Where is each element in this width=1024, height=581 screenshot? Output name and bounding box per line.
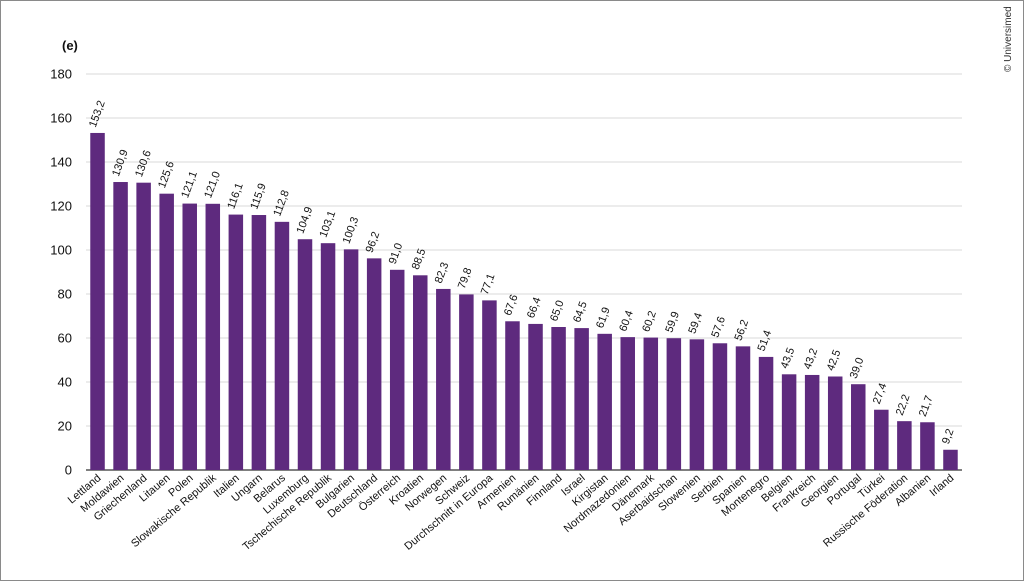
value-label: 21,7 xyxy=(917,394,936,418)
value-label: 100,3 xyxy=(341,215,362,245)
value-label: 66,4 xyxy=(525,296,544,320)
bar xyxy=(827,376,843,470)
bar xyxy=(943,449,958,470)
y-tick-label: 0 xyxy=(65,463,72,478)
bar xyxy=(851,384,866,470)
bar xyxy=(643,337,659,470)
value-label: 88,5 xyxy=(410,247,429,271)
bar xyxy=(597,333,612,470)
value-label: 64,5 xyxy=(571,300,590,324)
y-tick-label: 80 xyxy=(58,287,72,302)
category-label: Irland xyxy=(928,472,957,499)
y-axis-ticks: 0 20 40 60 80 100 120 140 160 180 xyxy=(50,67,72,478)
bar xyxy=(251,215,267,470)
bar xyxy=(228,214,244,470)
bar xyxy=(182,203,197,470)
value-label: 96,2 xyxy=(364,230,383,254)
bar xyxy=(735,346,751,470)
category-labels: LettlandMoldawienGriechenlandLitauenPole… xyxy=(66,472,957,554)
bar xyxy=(320,243,336,470)
bars xyxy=(90,132,958,471)
value-label: 121,1 xyxy=(179,170,200,200)
y-tick-label: 60 xyxy=(58,331,72,346)
bar xyxy=(297,239,313,470)
y-tick-label: 140 xyxy=(50,155,72,170)
bar xyxy=(366,258,382,470)
value-label: 39,0 xyxy=(848,356,867,380)
bar xyxy=(90,132,105,470)
value-label: 153,2 xyxy=(87,99,108,129)
value-label: 91,0 xyxy=(387,242,406,266)
bar xyxy=(205,203,221,471)
bar xyxy=(113,182,128,470)
y-tick-label: 20 xyxy=(58,419,72,434)
value-label: 43,2 xyxy=(802,347,821,371)
panel-label: (e) xyxy=(62,38,78,53)
bar xyxy=(574,328,589,470)
bar xyxy=(482,300,497,470)
bar xyxy=(551,327,566,470)
bar xyxy=(136,182,151,470)
bar xyxy=(159,193,174,470)
bar xyxy=(528,323,543,470)
value-label: 112,8 xyxy=(271,189,291,218)
value-label: 130,6 xyxy=(133,149,154,179)
value-label: 60,4 xyxy=(617,309,636,333)
y-tick-label: 40 xyxy=(58,375,72,390)
value-label: 22,2 xyxy=(894,393,913,417)
bar xyxy=(804,374,820,470)
bar xyxy=(389,269,405,470)
value-label: 61,9 xyxy=(594,306,613,330)
bar xyxy=(620,337,635,470)
value-label: 9,2 xyxy=(940,427,957,445)
y-tick-label: 100 xyxy=(50,243,72,258)
bar xyxy=(413,275,428,470)
bar xyxy=(689,339,705,470)
bar xyxy=(874,409,889,470)
y-tick-label: 160 xyxy=(50,111,72,126)
y-tick-label: 180 xyxy=(50,67,72,82)
value-label: 56,2 xyxy=(733,318,752,342)
value-label: 130,9 xyxy=(110,148,131,178)
value-label: 42,5 xyxy=(825,348,844,372)
value-label: 77,1 xyxy=(479,272,498,296)
bar xyxy=(712,343,728,470)
value-label: 103,1 xyxy=(318,209,339,239)
value-label: 60,2 xyxy=(640,309,659,333)
value-label: 43,5 xyxy=(779,346,798,370)
value-label: 67,6 xyxy=(502,293,521,317)
value-label: 27,4 xyxy=(871,382,890,406)
value-label: 104,9 xyxy=(295,205,316,235)
bar xyxy=(920,422,935,470)
bar xyxy=(758,356,774,470)
value-label: 59,4 xyxy=(686,311,705,335)
value-label: 121,0 xyxy=(202,170,223,200)
bar xyxy=(459,294,474,470)
value-label: 59,9 xyxy=(663,310,682,334)
bar xyxy=(897,421,912,470)
bar xyxy=(274,221,290,470)
bar xyxy=(343,249,359,470)
value-label: 82,3 xyxy=(433,261,452,285)
value-label: 57,6 xyxy=(709,315,728,339)
y-tick-label: 120 xyxy=(50,199,72,214)
value-label: 79,8 xyxy=(456,266,475,290)
bar xyxy=(781,374,797,470)
value-label: 115,9 xyxy=(248,182,268,211)
bar xyxy=(505,321,520,470)
value-label: 125,6 xyxy=(156,160,177,190)
bar xyxy=(666,338,682,470)
value-label: 51,4 xyxy=(756,329,775,353)
value-label: 65,0 xyxy=(548,299,567,323)
bar xyxy=(436,288,451,470)
credit-text: © Universimed xyxy=(1003,6,1014,72)
